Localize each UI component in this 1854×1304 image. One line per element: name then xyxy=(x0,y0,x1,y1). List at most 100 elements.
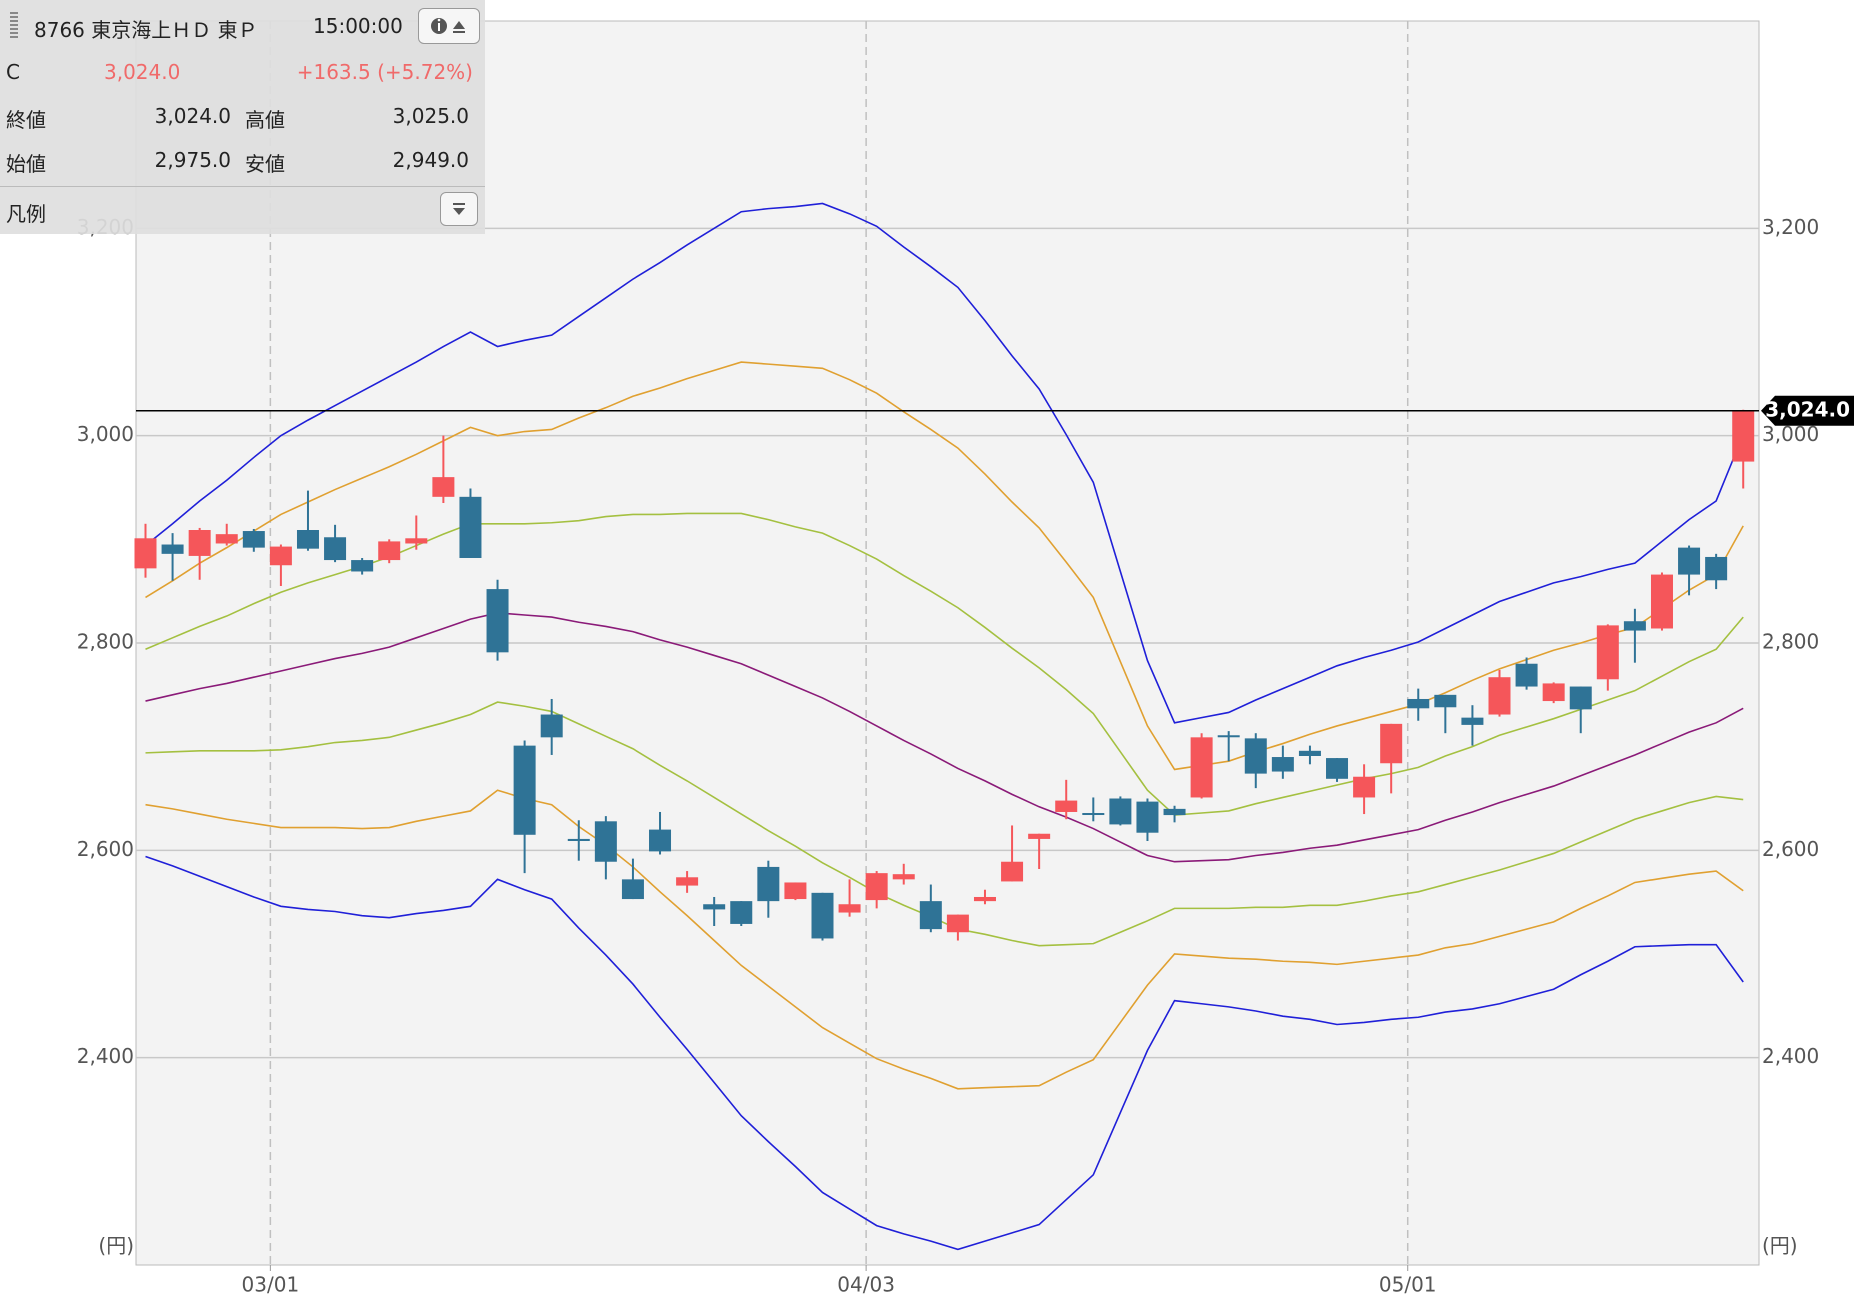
x-tick-label: 05/01 xyxy=(1379,1273,1437,1297)
candle-body xyxy=(296,530,319,549)
value: 2,949.0 xyxy=(392,148,469,172)
candle-body xyxy=(1190,737,1213,798)
candle-body xyxy=(1569,686,1592,710)
button-icon xyxy=(453,203,465,215)
current-price: 3,024.0 xyxy=(104,60,181,84)
candle-body xyxy=(459,496,482,558)
candle-body xyxy=(351,560,374,572)
drag-handle[interactable] xyxy=(10,12,18,38)
band-line xyxy=(145,512,1744,816)
value: 2,975.0 xyxy=(154,148,231,172)
candle-body xyxy=(1705,556,1728,581)
candle-body xyxy=(242,531,265,548)
candle-body xyxy=(432,477,455,497)
candle-body xyxy=(540,714,563,738)
band-line xyxy=(145,612,1744,863)
candle-body xyxy=(1542,683,1565,702)
symbol: 8766 東京海上ＨＤ 東Ｐ xyxy=(34,18,258,42)
y-tick-label-right: 2,800 xyxy=(1762,630,1819,654)
candle-body xyxy=(1380,723,1403,764)
time: 15:00:00 xyxy=(313,14,403,38)
candle-body xyxy=(730,901,753,924)
label: 終値 xyxy=(6,108,46,132)
label: 始値 xyxy=(6,152,46,176)
candle-body xyxy=(1434,694,1457,708)
last-price-tag xyxy=(1761,395,1854,426)
candle-body xyxy=(757,866,780,902)
value: 3,024.0 xyxy=(154,104,231,128)
candle-body xyxy=(1353,776,1376,798)
y-unit-right: (円) xyxy=(1762,1234,1798,1258)
candle-body xyxy=(1732,410,1755,462)
candle-body xyxy=(269,546,292,566)
band-line xyxy=(145,701,1744,947)
y-tick-label: 2,400 xyxy=(77,1044,134,1068)
candle-body xyxy=(892,874,915,880)
candle-body xyxy=(946,914,969,933)
y-tick-label: 2,600 xyxy=(77,837,134,861)
candle-body xyxy=(405,538,428,544)
info-panel: 8766 東京海上ＨＤ 東Ｐ 15:00:00 C 3,024.0 +163.5… xyxy=(0,0,485,234)
candle-body xyxy=(161,544,184,554)
legend-toggle-label: 凡例 xyxy=(6,202,46,226)
info-toggle-button[interactable] xyxy=(418,8,480,44)
candle-body xyxy=(1596,625,1619,680)
candle-body xyxy=(1407,698,1430,709)
candle-body xyxy=(1678,547,1701,575)
y-tick-label: 2,800 xyxy=(77,630,134,654)
y-tick-label: 3,000 xyxy=(77,422,134,446)
last-price-label: 3,024.0 xyxy=(1765,397,1850,421)
candle-body xyxy=(1163,808,1186,816)
button-icon xyxy=(431,18,465,34)
candle-body xyxy=(1082,813,1105,816)
candle-body xyxy=(919,901,942,930)
candle-body xyxy=(621,879,644,900)
candle-body xyxy=(513,745,536,835)
candle-body xyxy=(1001,861,1024,882)
price-change: +163.5 (+5.72%) xyxy=(296,60,473,84)
candle-body xyxy=(378,541,401,561)
candle-body xyxy=(1217,735,1240,738)
candle-body xyxy=(1028,833,1051,839)
candle-body xyxy=(703,904,726,910)
candle-body xyxy=(784,882,807,900)
y-tick-label-right: 3,000 xyxy=(1762,422,1819,446)
divider xyxy=(0,186,485,187)
x-tick-label: 03/01 xyxy=(242,1273,300,1297)
candle-body xyxy=(215,534,238,544)
candle-body xyxy=(1109,798,1132,825)
candle-body xyxy=(1136,801,1159,833)
candle-body xyxy=(1650,574,1673,629)
y-tick-label-right: 2,400 xyxy=(1762,1044,1819,1068)
series-type: C xyxy=(6,60,20,84)
value: 3,025.0 xyxy=(392,104,469,128)
candle-body xyxy=(811,892,834,939)
y-tick-label-right: 3,200 xyxy=(1762,215,1819,239)
candle-body xyxy=(188,530,211,556)
candle-body xyxy=(1055,800,1078,812)
candle-body xyxy=(865,873,888,901)
candle-body xyxy=(1326,758,1349,779)
candle-body xyxy=(594,821,617,862)
candle-body xyxy=(1298,750,1321,756)
label: 高値 xyxy=(245,108,285,132)
y-tick-label-right: 2,600 xyxy=(1762,837,1819,861)
candle-body xyxy=(324,537,347,561)
x-tick-label: 04/03 xyxy=(837,1273,895,1297)
band-line xyxy=(145,789,1744,1090)
candle-body xyxy=(838,904,861,913)
candle-body xyxy=(1271,757,1294,772)
band-line xyxy=(144,202,1744,724)
candle-body xyxy=(649,829,672,852)
y-unit-left: (円) xyxy=(98,1234,134,1258)
candle-body xyxy=(1623,621,1646,631)
label: 安値 xyxy=(245,152,285,176)
candle-body xyxy=(1244,738,1267,774)
legend-toggle-button[interactable] xyxy=(440,192,478,226)
candle-body xyxy=(1515,663,1538,687)
candle-body xyxy=(1461,717,1484,725)
band-line xyxy=(145,855,1744,1251)
candle-body xyxy=(134,538,157,569)
candle-body xyxy=(676,877,699,886)
